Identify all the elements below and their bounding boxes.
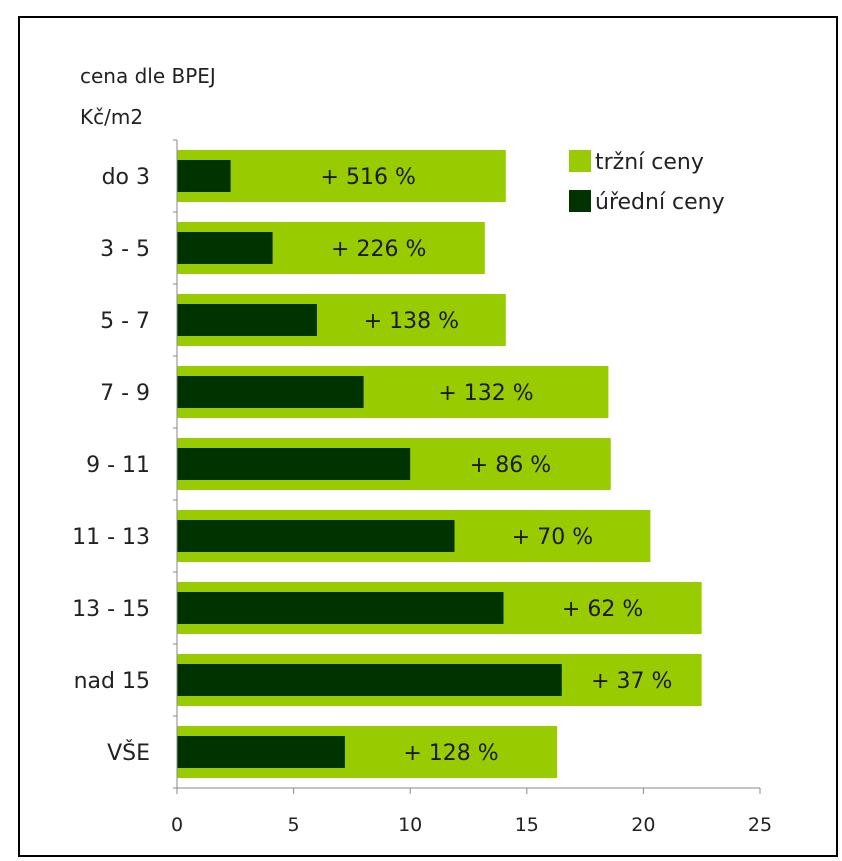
legend-swatch bbox=[569, 190, 591, 212]
legend-label: úřední ceny bbox=[595, 190, 725, 215]
x-tick-label: 10 bbox=[398, 814, 422, 836]
bar-official-price bbox=[177, 664, 562, 696]
x-tick-label: 15 bbox=[515, 814, 539, 836]
axes: do 3 3 - 5 5 - 7 7 - 9 9 - 11 11 - 13 13 - 15 n… bbox=[72, 139, 772, 836]
category-label: 9 - 11 bbox=[86, 453, 150, 478]
percent-annotation: + 86 % bbox=[470, 453, 551, 478]
legend-swatch bbox=[569, 150, 591, 172]
category-label: VŠE bbox=[107, 740, 150, 766]
x-tick-label: 25 bbox=[748, 814, 772, 836]
bars-layer: + 516 % + 226 % + 138 % + 132 % + 86 % + 70 %… bbox=[177, 150, 702, 778]
percent-annotation: + 37 % bbox=[591, 669, 672, 694]
percent-annotation: + 132 % bbox=[438, 381, 533, 406]
percent-annotation: + 516 % bbox=[321, 165, 416, 190]
percent-annotation: + 138 % bbox=[364, 309, 459, 334]
x-tick-label: 20 bbox=[631, 814, 655, 836]
bar-official-price bbox=[177, 520, 455, 552]
bar-official-price bbox=[177, 376, 364, 408]
category-label: 5 - 7 bbox=[100, 309, 150, 334]
bar-official-price bbox=[177, 448, 411, 480]
y-axis-title-line-1: cena dle BPEJ bbox=[80, 64, 216, 88]
percent-annotation: + 62 % bbox=[562, 597, 643, 622]
category-label: 13 - 15 bbox=[72, 597, 150, 622]
bar-official-price bbox=[177, 736, 345, 768]
x-tick-label: 0 bbox=[171, 814, 183, 836]
category-label: 11 - 13 bbox=[72, 525, 150, 550]
legend-label: tržní ceny bbox=[595, 150, 704, 175]
percent-annotation: + 128 % bbox=[403, 741, 498, 766]
y-axis-title-line-2: Kč/m2 bbox=[80, 105, 143, 129]
bar-official-price bbox=[177, 160, 231, 192]
category-label: nad 15 bbox=[74, 669, 150, 694]
x-tick-label: 5 bbox=[288, 814, 300, 836]
percent-annotation: + 226 % bbox=[331, 237, 426, 262]
category-label: do 3 bbox=[102, 165, 150, 190]
legend: tržní ceny úřední ceny bbox=[569, 150, 725, 215]
bar-market-price bbox=[177, 150, 506, 202]
bar-official-price bbox=[177, 232, 273, 264]
bar-official-price bbox=[177, 304, 317, 336]
category-label: 3 - 5 bbox=[100, 237, 150, 262]
category-label: 7 - 9 bbox=[100, 381, 150, 406]
percent-annotation: + 70 % bbox=[512, 525, 593, 550]
bar-official-price bbox=[177, 592, 504, 624]
